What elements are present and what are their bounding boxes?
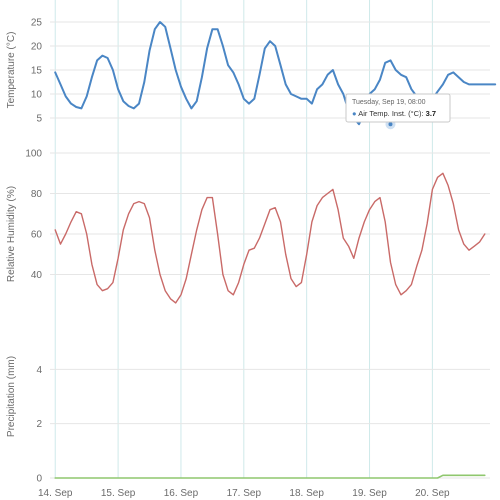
x-tick-label: 16. Sep	[164, 488, 199, 499]
tooltip-time: Tuesday, Sep 19, 08:00	[352, 99, 426, 106]
tooltip-box	[345, 93, 451, 123]
y-tick-label: 5	[36, 114, 42, 125]
series-layer	[54, 21, 497, 479]
tooltip-value: 3.7	[426, 109, 436, 118]
x-tick-label: 15. Sep	[101, 488, 136, 499]
tooltip-line: ● Air Temp. Inst. (°C): 3.7	[352, 109, 436, 118]
y-tick-label: 10	[31, 90, 43, 101]
x-tick-label: 14. Sep	[38, 488, 73, 499]
y-axis-title: Relative Humidity (%)	[6, 186, 17, 282]
tooltip-series-label: Air Temp. Inst. (°C):	[358, 109, 423, 118]
y-tick-label: 80	[31, 189, 43, 200]
y-tick-label: 2	[36, 419, 42, 430]
y-tick-label: 25	[31, 18, 43, 29]
x-tick-label: 17. Sep	[227, 488, 262, 499]
y-tick-label: 40	[31, 270, 43, 281]
y-tick-label: 20	[31, 42, 43, 53]
tooltip: Tuesday, Sep 19, 08:00 ● Air Temp. Inst.…	[345, 93, 451, 130]
x-tick-label: 18. Sep	[289, 488, 324, 499]
series-line[interactable]	[54, 172, 486, 304]
y-axis-title: Precipitation (mm)	[6, 356, 17, 437]
series-line[interactable]	[54, 474, 486, 479]
y-tick-label: 60	[31, 230, 43, 241]
y-tick-label: 15	[31, 66, 43, 77]
y-tick-label: 0	[36, 474, 42, 485]
tick-labels: 14. Sep 15. Sep 16. Sep 17. Sep 18. Sep 19. S…	[25, 18, 450, 500]
axis-titles: Temperature (°C) Relative Humidity (%) Pre…	[6, 32, 17, 437]
y-tick-label: 100	[25, 149, 42, 160]
x-tick-label: 20. Sep	[415, 488, 450, 499]
y-axis-title: Temperature (°C)	[6, 32, 17, 109]
x-tick-label: 19. Sep	[352, 488, 387, 499]
tooltip-series-dot: ●	[352, 109, 358, 118]
y-tick-label: 4	[36, 365, 42, 376]
